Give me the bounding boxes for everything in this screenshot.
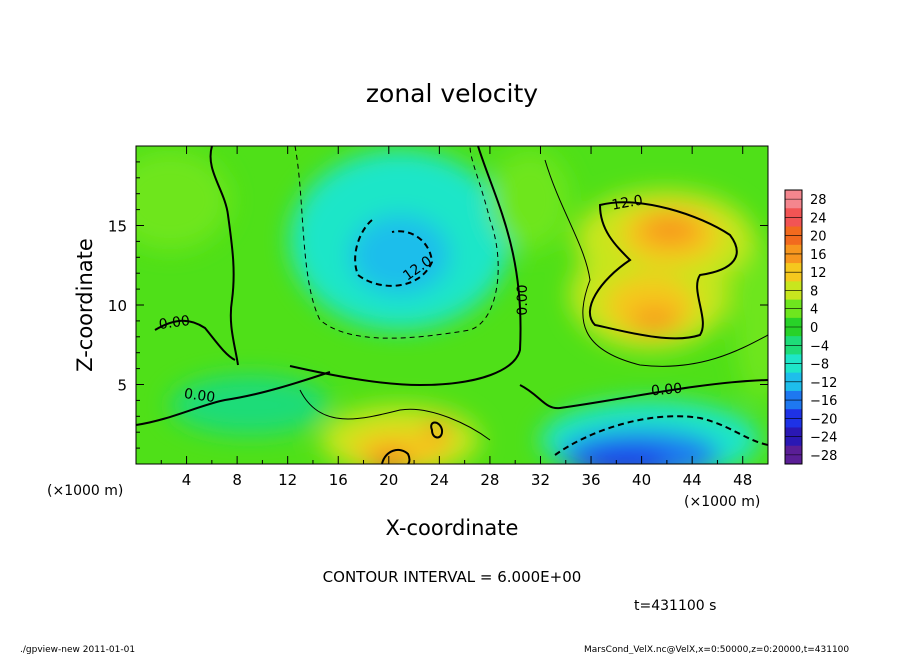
colorbar-label: −12: [810, 376, 837, 391]
zero-contour-left: [209, 146, 239, 366]
positive-6-contour-upper: [544, 159, 768, 367]
time-label: t=431100 s: [634, 598, 716, 614]
zero-contour-west: [154, 319, 236, 361]
heatmap-field: [136, 146, 768, 464]
y-tick-label: 10: [108, 297, 127, 315]
x-tick-label: 28: [480, 471, 499, 489]
colorbar-label: −24: [810, 431, 837, 446]
contour-interval-label: CONTOUR INTERVAL = 6.000E+00: [323, 568, 582, 586]
x-tick-label: 16: [329, 471, 348, 489]
colorbar-label: −28: [810, 449, 837, 464]
colorbar-label: 8: [810, 284, 818, 299]
negative-12-contour: [354, 219, 434, 287]
colorbar-label: 24: [810, 211, 827, 226]
y-tick-label: 15: [108, 218, 127, 236]
small-contour-bottom: [381, 448, 411, 464]
x-tick-label: 12: [278, 471, 297, 489]
zero-contour-center: [289, 146, 522, 387]
positive-6-contour-lower: [299, 389, 491, 441]
zero-contour-bottom: [519, 379, 768, 410]
contour-label: 12.0: [611, 192, 644, 213]
chart-title: zonal velocity: [366, 79, 538, 108]
colorbar-label: 28: [810, 193, 827, 208]
x-tick-label: 44: [683, 471, 702, 489]
x-tick-label: 40: [632, 471, 651, 489]
small-contour-loop: [430, 421, 444, 439]
x-axis: 4 8 12 16 20 24 28 32 36 40 44 48: [160, 146, 752, 489]
x-tick-label: 24: [430, 471, 449, 489]
footer-left: ./gpview-new 2011-01-01: [20, 645, 135, 654]
colorbar-label: 0: [810, 321, 818, 336]
contour-label: 0.00: [183, 386, 216, 406]
negative-6-contour: [294, 146, 499, 339]
x-unit-label-right: (×1000 m): [684, 494, 760, 510]
colorbar-label: −16: [810, 394, 837, 409]
colorbar-label: 12: [810, 266, 827, 281]
contour-label: 0.00: [650, 381, 682, 400]
positive-12-contour: [589, 201, 738, 340]
y-axis: 5 10 15: [108, 161, 768, 449]
colorbar-label: 16: [810, 248, 827, 263]
colorbar: 28 24 20 16 12 8 4 0 −4 −8 −12 −16 −20 −24 −28: [784, 189, 837, 465]
footer-right: MarsCond_VelX.nc@VelX,x=0:50000,z=0:2000…: [584, 645, 849, 654]
x-tick-label: 48: [733, 471, 752, 489]
y-tick-label: 5: [117, 377, 127, 395]
colorbar-label: −8: [810, 358, 829, 373]
x-unit-label-left: (×1000 m): [47, 483, 123, 499]
x-tick-label: 36: [581, 471, 600, 489]
negative-contour-southeast: [554, 415, 768, 456]
x-tick-label: 20: [379, 471, 398, 489]
colorbar-label: −4: [810, 339, 829, 354]
colorbar-label: 20: [810, 230, 827, 245]
contour-lines: [136, 146, 768, 464]
contour-label: 0.00: [158, 313, 191, 333]
x-tick-label: 32: [531, 471, 550, 489]
colorbar-label: −20: [810, 412, 837, 427]
x-tick-label: 8: [232, 471, 242, 489]
contour-label: 0.00: [515, 284, 531, 315]
x-axis-label: X-coordinate: [386, 516, 519, 540]
x-tick-label: 4: [182, 471, 192, 489]
y-axis-label: Z-coordinate: [73, 238, 97, 372]
colorbar-label: 4: [810, 303, 818, 318]
zero-contour-lower: [136, 371, 331, 426]
